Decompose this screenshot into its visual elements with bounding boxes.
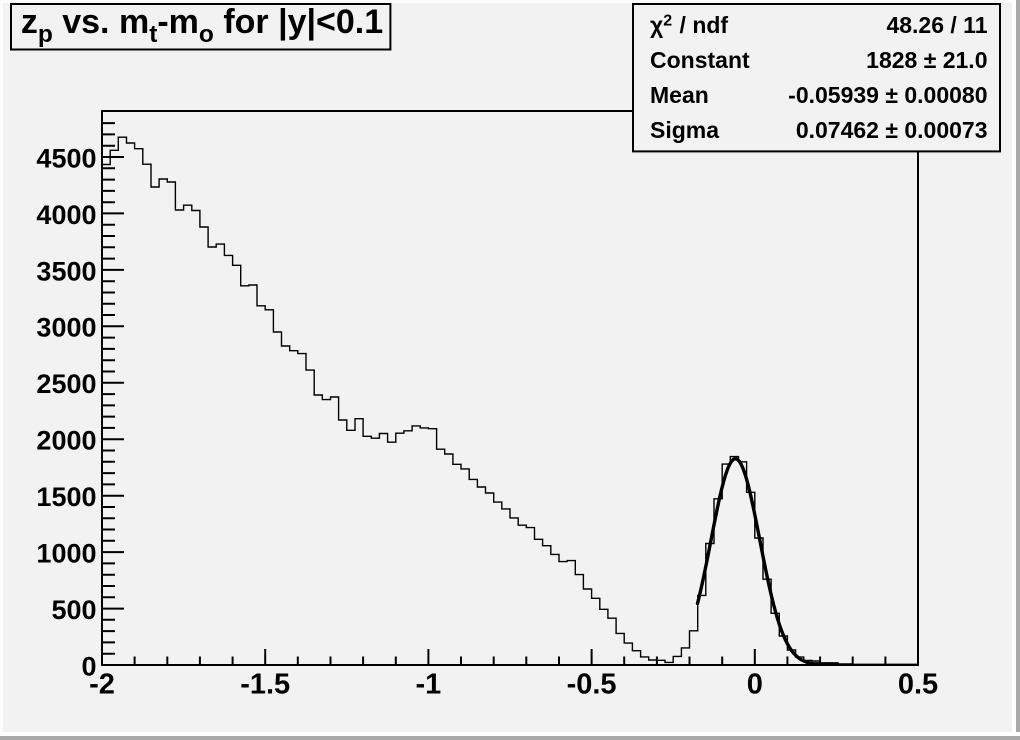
svg-text:3000: 3000 xyxy=(36,313,96,343)
svg-text:1500: 1500 xyxy=(36,482,96,512)
svg-text:0: 0 xyxy=(81,651,96,681)
svg-text:1828 ± 21.0: 1828 ± 21.0 xyxy=(866,47,987,73)
svg-text:-0.05939 ± 0.00080: -0.05939 ± 0.00080 xyxy=(788,82,987,108)
svg-text:1000: 1000 xyxy=(36,539,96,569)
svg-text:2500: 2500 xyxy=(36,369,96,399)
svg-text:2000: 2000 xyxy=(36,426,96,456)
svg-text:3500: 3500 xyxy=(36,256,96,286)
svg-text:48.26 / 11: 48.26 / 11 xyxy=(886,12,987,38)
svg-text:-0.5: -0.5 xyxy=(567,669,617,701)
svg-text:0: 0 xyxy=(747,669,763,701)
svg-text:0.07462 ± 0.00073: 0.07462 ± 0.00073 xyxy=(796,117,988,143)
svg-text:0.5: 0.5 xyxy=(898,669,938,701)
svg-text:Mean: Mean xyxy=(650,82,709,108)
svg-text:Sigma: Sigma xyxy=(650,117,719,143)
svg-text:4500: 4500 xyxy=(36,143,96,173)
svg-text:χ2 / ndf: χ2 / ndf xyxy=(650,12,728,38)
svg-text:4000: 4000 xyxy=(36,200,96,230)
svg-text:-1.5: -1.5 xyxy=(240,669,290,701)
svg-text:500: 500 xyxy=(51,595,96,625)
svg-text:-1: -1 xyxy=(416,669,442,701)
svg-text:-2: -2 xyxy=(89,669,115,701)
svg-text:Constant: Constant xyxy=(650,47,750,73)
